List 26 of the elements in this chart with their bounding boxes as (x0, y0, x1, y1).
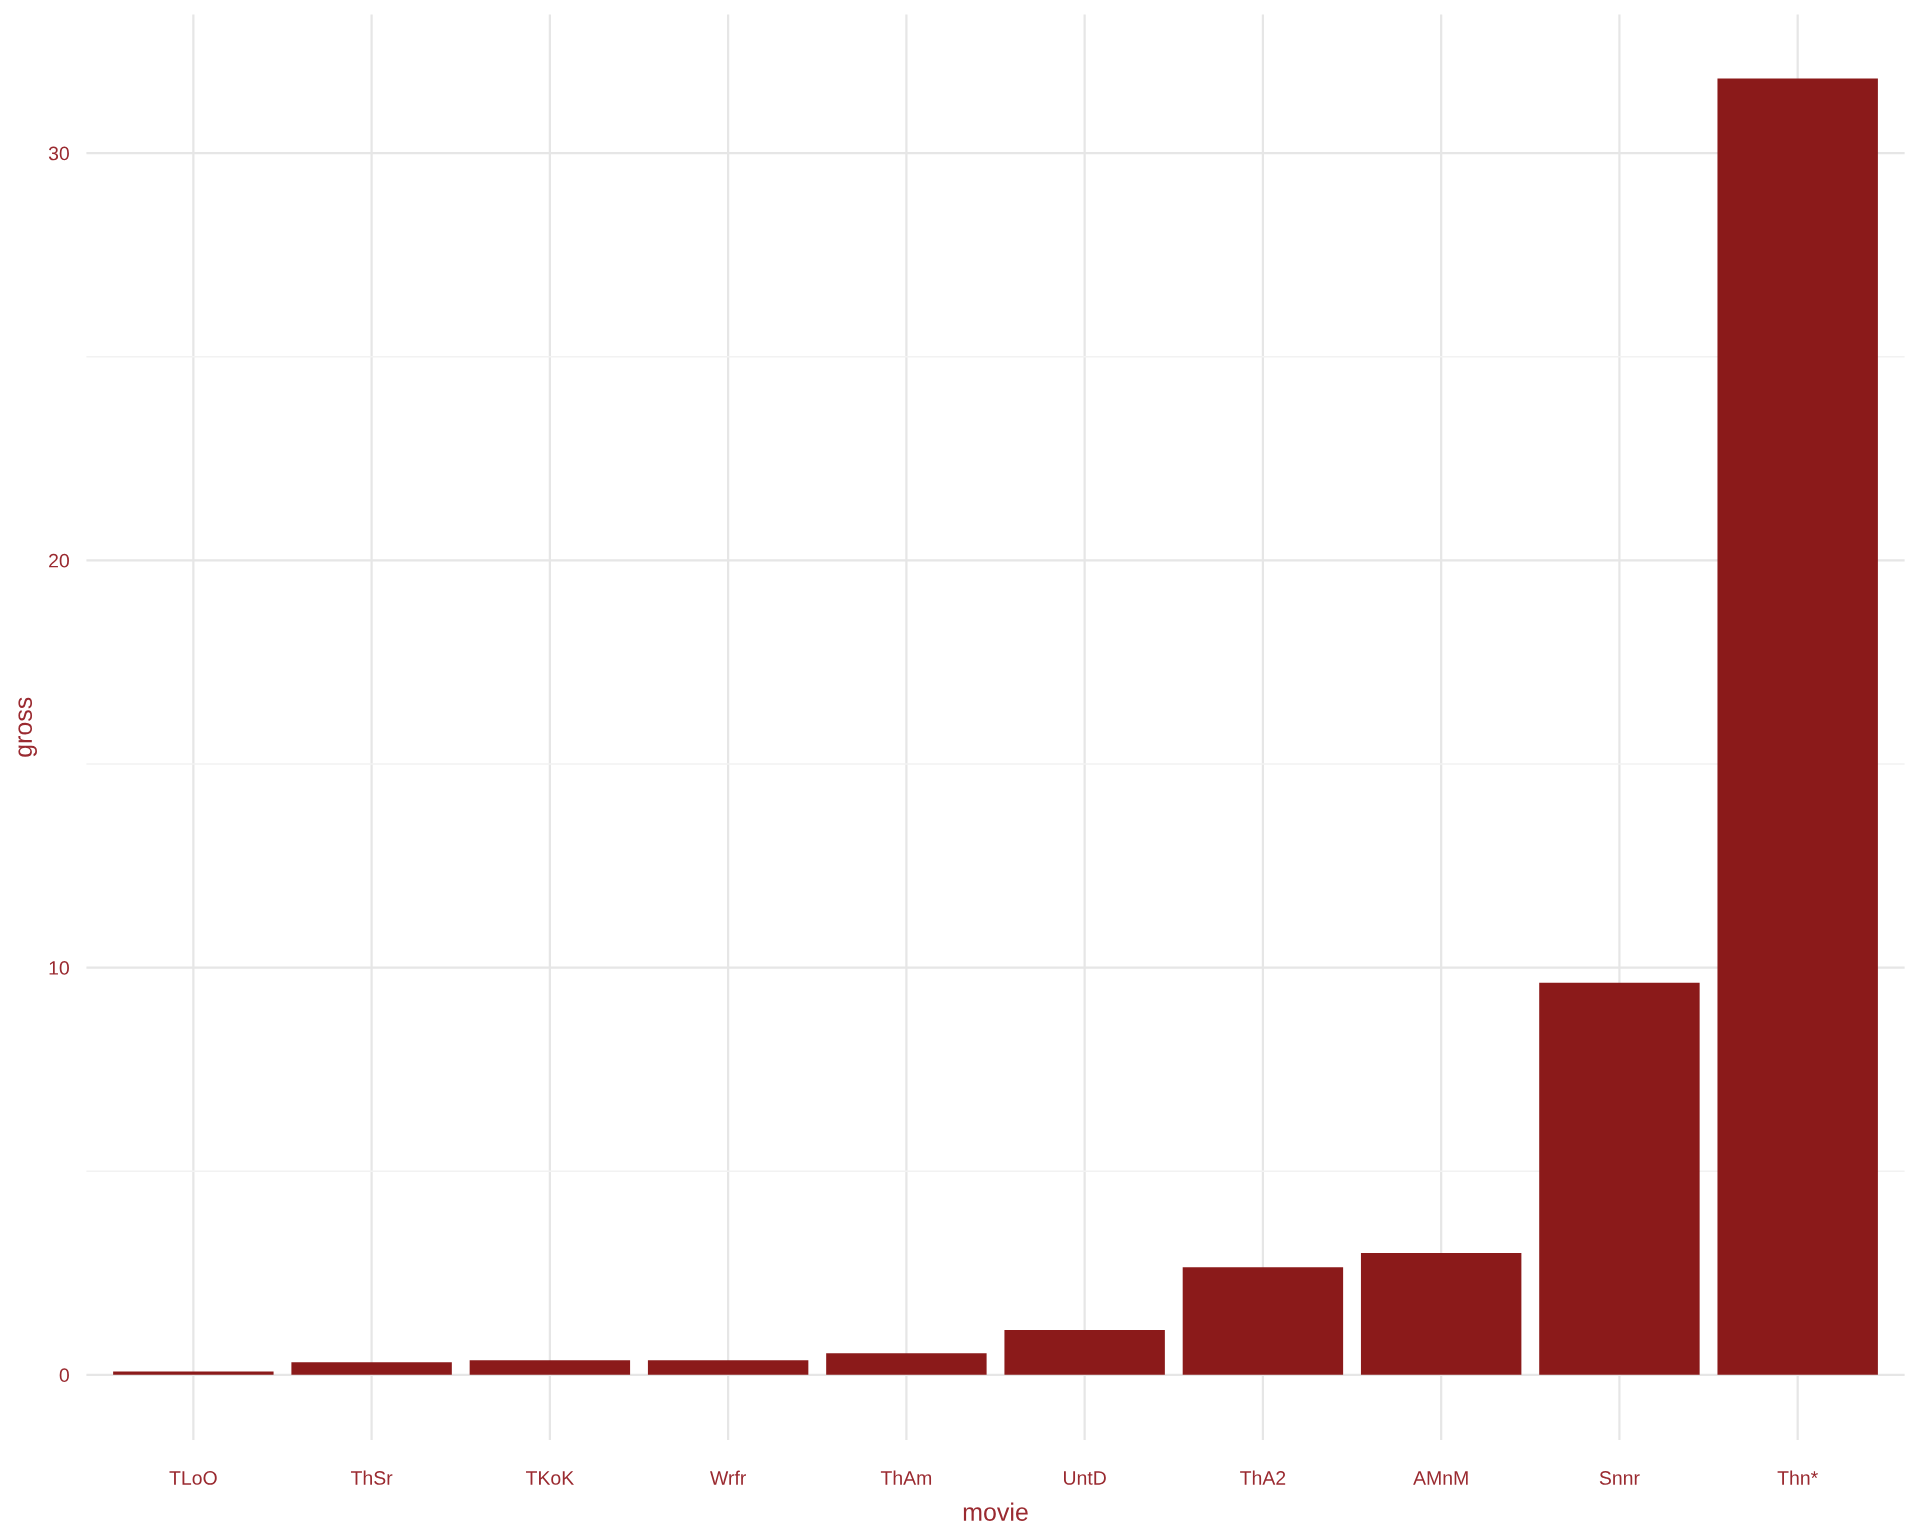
y-tick-label: 20 (49, 553, 69, 568)
bar (469, 1360, 631, 1375)
bar (1360, 1253, 1522, 1375)
y-tick-label: 0 (59, 1368, 69, 1383)
bar (113, 1371, 274, 1375)
x-tick-label: TLoO (169, 1471, 217, 1485)
bar (1182, 1267, 1344, 1375)
bar (291, 1362, 452, 1375)
x-tick-label: TKoK (526, 1471, 574, 1485)
y-tick-label: 10 (49, 961, 69, 975)
bar (1539, 982, 1700, 1375)
bar (1004, 1330, 1165, 1375)
bar (647, 1360, 809, 1375)
x-tick-label: ThSr (350, 1470, 393, 1485)
x-axis-title: movie (963, 1502, 1028, 1521)
x-tick-label: Snnr (1599, 1471, 1640, 1485)
x-tick-label: ThA2 (1240, 1470, 1286, 1485)
y-axis-title: gross (18, 697, 37, 757)
x-tick-label: Thn* (1777, 1470, 1818, 1485)
y-tick-label: 30 (48, 146, 69, 161)
bar (1717, 78, 1878, 1375)
bar (826, 1353, 987, 1375)
x-tick-label: Wrfr (710, 1470, 746, 1485)
x-tick-label: UntD (1064, 1471, 1106, 1485)
x-tick-label: AMnM (1413, 1471, 1468, 1485)
x-tick-label: ThAm (880, 1470, 932, 1485)
